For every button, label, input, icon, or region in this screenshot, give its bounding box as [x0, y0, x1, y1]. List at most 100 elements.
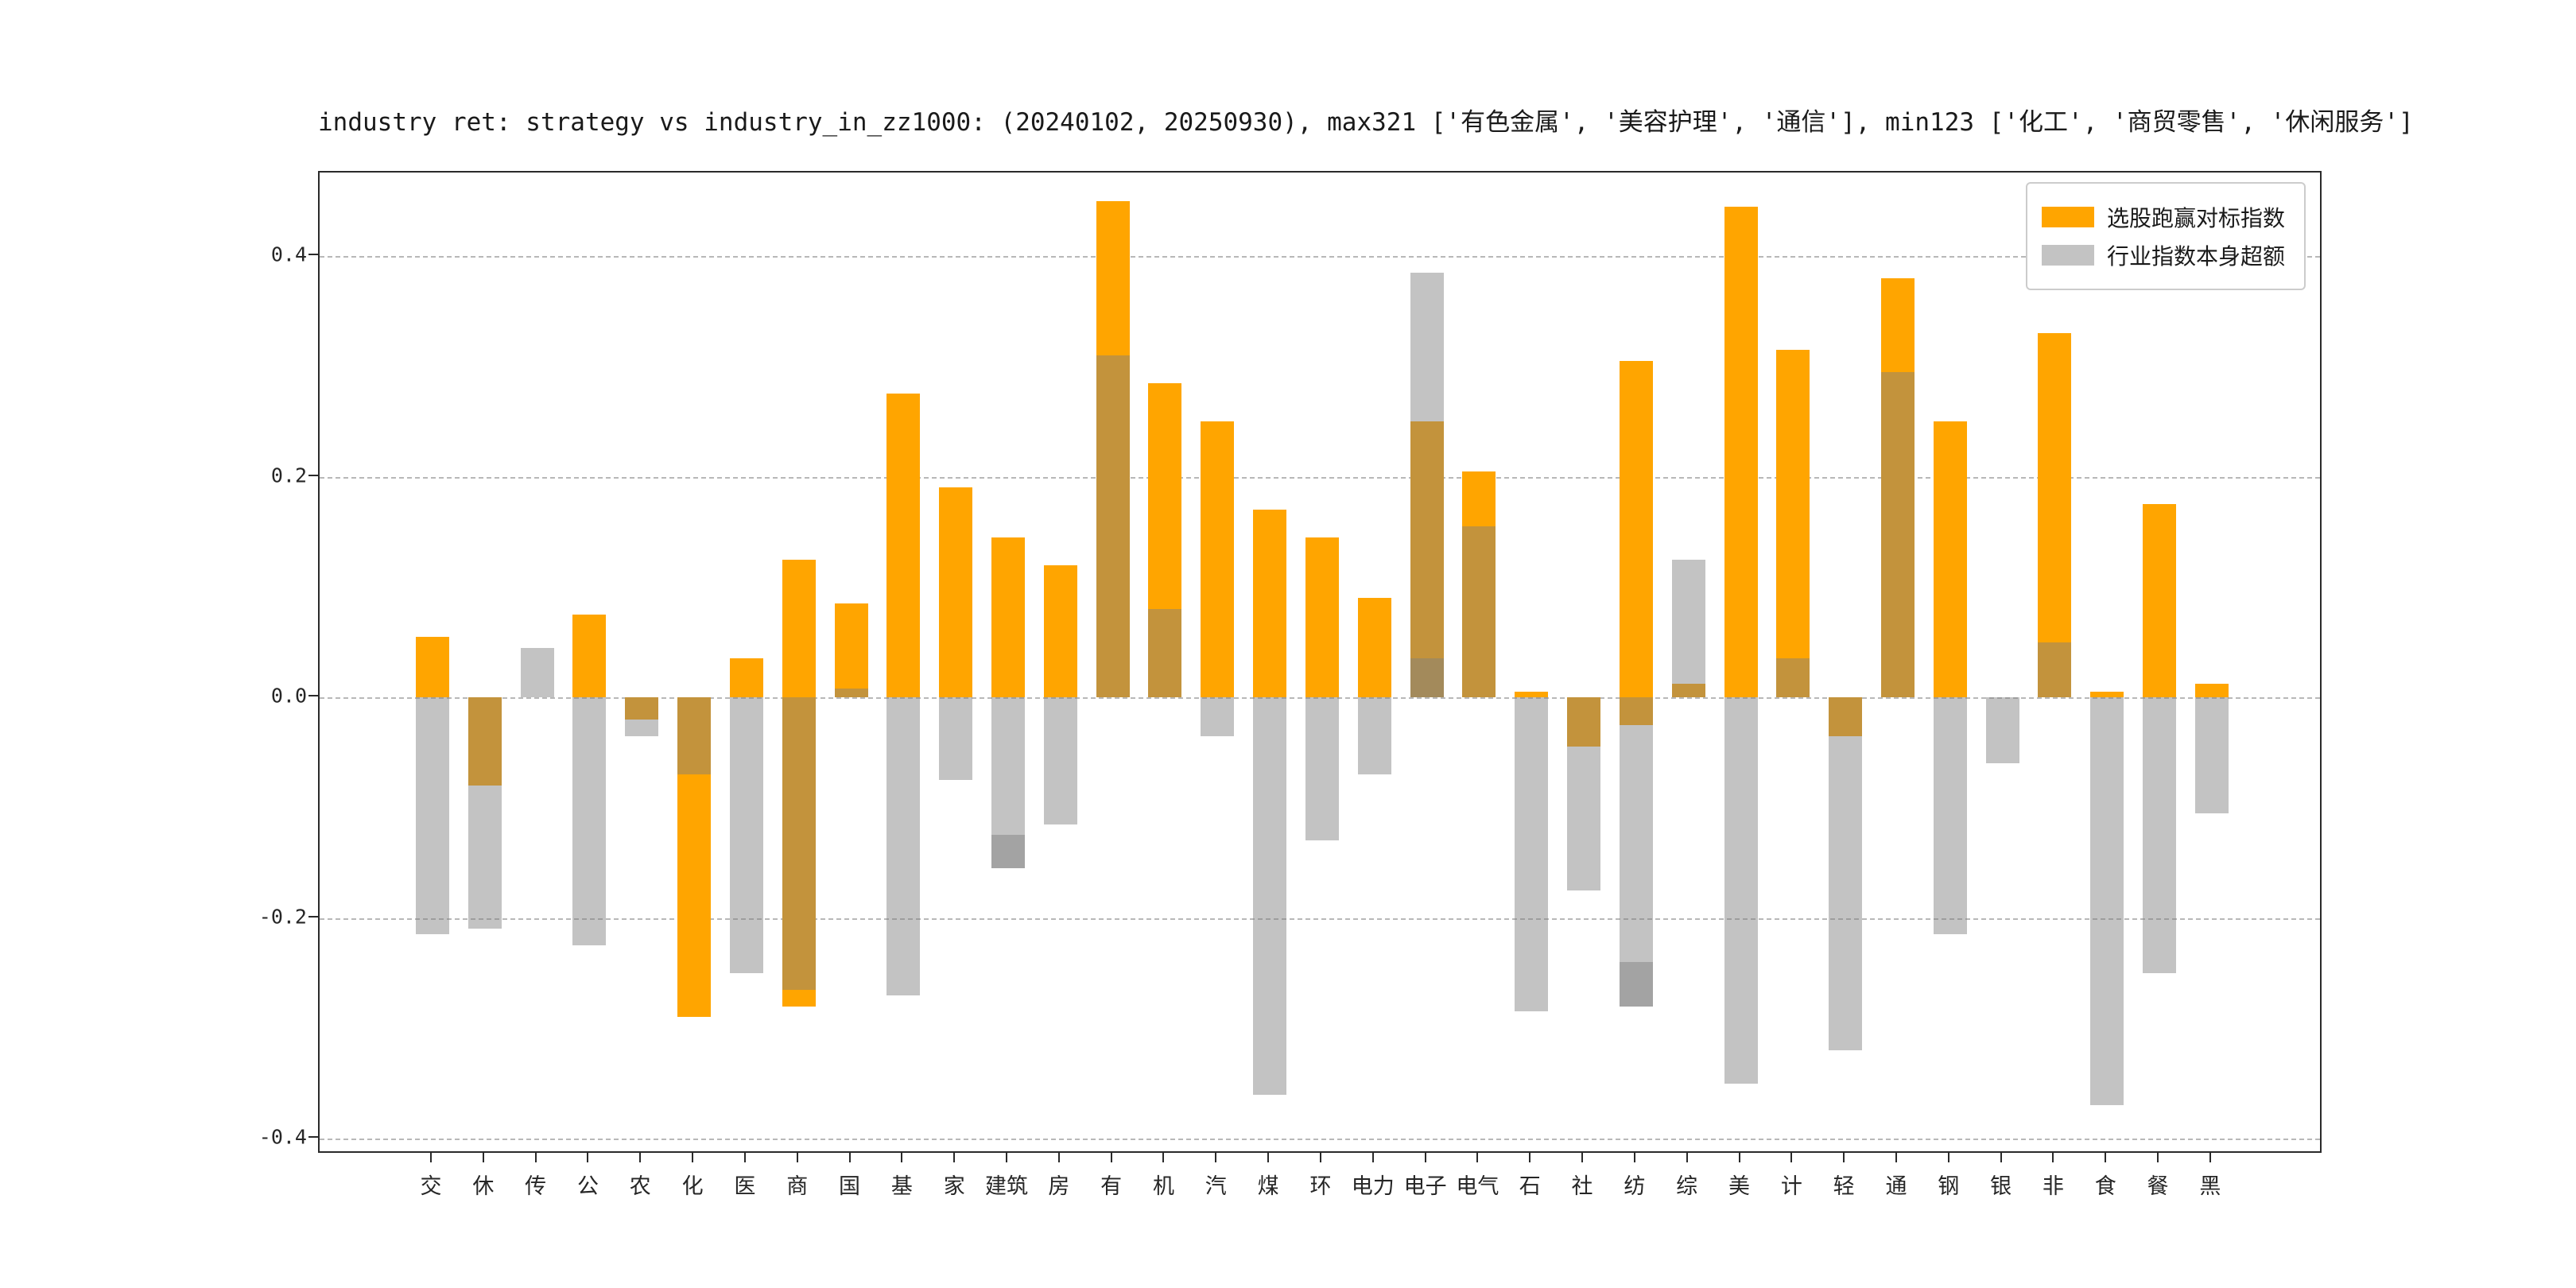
legend-label-strategy: 选股跑赢对标指数 — [2106, 205, 2285, 231]
bar-strategy-钢 — [1933, 421, 1967, 697]
legend-swatch-gray — [2041, 245, 2094, 266]
y-tick-label-0.0: 0.0 — [270, 684, 307, 708]
bar-strategy-餐 — [2143, 504, 2177, 697]
bar-industry-农 — [625, 697, 659, 736]
x-tick-mark — [587, 1153, 589, 1162]
y-tick-label-0.2: 0.2 — [270, 464, 307, 487]
bar-industry-extra-电子 — [1410, 658, 1444, 697]
x-tick-label-综: 综 — [1676, 1174, 1698, 1199]
bar-industry-石 — [1515, 697, 1549, 1012]
x-tick-label-基: 基 — [890, 1174, 913, 1199]
bar-strategy-社 — [1567, 697, 1601, 747]
bar-industry-医 — [729, 697, 763, 973]
legend-item-industry: 行业指数本身超额 — [2041, 239, 2285, 271]
x-tick-mark — [1738, 1153, 1740, 1162]
x-tick-label-银: 银 — [1990, 1174, 2012, 1199]
x-tick-mark — [1110, 1153, 1112, 1162]
x-tick-mark — [1843, 1153, 1845, 1162]
y-tick-label--0.4: -0.4 — [258, 1125, 307, 1149]
x-tick-label-传: 传 — [525, 1174, 547, 1199]
bar-industry-非 — [2038, 642, 2072, 697]
bar-strategy-轻 — [1829, 697, 1863, 736]
y-tick-mark — [308, 254, 318, 255]
bar-industry-有 — [1096, 355, 1130, 697]
gridline-0.0 — [320, 697, 2320, 699]
legend-item-strategy: 选股跑赢对标指数 — [2041, 201, 2285, 233]
bar-strategy-房 — [1043, 564, 1077, 697]
x-tick-mark — [1476, 1153, 1479, 1162]
x-tick-mark — [692, 1153, 694, 1162]
x-tick-mark — [2052, 1153, 2054, 1162]
bar-industry-煤 — [1253, 697, 1287, 1095]
x-tick-label-黑: 黑 — [2199, 1174, 2221, 1199]
x-tick-label-交: 交 — [420, 1174, 442, 1199]
x-tick-mark — [482, 1153, 484, 1162]
bar-industry-公 — [572, 697, 607, 946]
x-tick-label-房: 房 — [1048, 1174, 1070, 1199]
x-tick-mark — [953, 1153, 956, 1162]
gridline-0.2 — [320, 476, 2320, 479]
x-tick-label-美: 美 — [1728, 1174, 1750, 1199]
x-tick-label-计: 计 — [1780, 1174, 1802, 1199]
bar-industry-国 — [834, 688, 868, 697]
x-tick-label-商: 商 — [786, 1174, 809, 1199]
x-tick-mark — [848, 1153, 851, 1162]
x-tick-mark — [1581, 1153, 1584, 1162]
y-tick-mark — [308, 915, 318, 918]
bar-industry-电子 — [1410, 272, 1444, 697]
bar-industry-电气 — [1462, 526, 1496, 697]
bar-strategy-环 — [1305, 537, 1339, 697]
x-tick-mark — [1895, 1153, 1897, 1162]
bar-strategy-公 — [572, 614, 607, 697]
bar-industry-化 — [677, 697, 712, 775]
bar-strategy-食 — [2090, 692, 2124, 697]
bar-industry-轻 — [1829, 697, 1863, 1050]
bar-industry-环 — [1305, 697, 1339, 841]
chart-title: industry ret: strategy vs industry_in_zz… — [318, 108, 2414, 137]
legend-label-industry: 行业指数本身超额 — [2106, 243, 2285, 270]
bar-industry-计 — [1776, 658, 1810, 697]
x-tick-mark — [901, 1153, 903, 1162]
legend-swatch-orange — [2041, 207, 2094, 227]
bar-industry-extra-建筑 — [991, 835, 1026, 869]
bar-industry-基 — [886, 697, 921, 995]
y-tick-label-0.4: 0.4 — [270, 242, 307, 266]
bar-strategy-商 — [782, 559, 816, 697]
x-tick-label-社: 社 — [1571, 1174, 1593, 1199]
bar-industry-纺 — [1619, 697, 1653, 1007]
bar-strategy-美 — [1724, 206, 1758, 697]
x-tick-label-钢: 钢 — [1938, 1174, 1960, 1199]
x-tick-label-电气: 电气 — [1456, 1174, 1499, 1199]
bar-strategy-黑 — [2194, 684, 2229, 697]
gridline--0.4 — [320, 1139, 2320, 1140]
bar-strategy-电子 — [1410, 421, 1444, 697]
bar-strategy-建筑 — [991, 537, 1026, 697]
bar-strategy-extra-商 — [782, 697, 816, 1007]
bar-strategy-医 — [729, 658, 763, 697]
x-tick-label-非: 非 — [2042, 1174, 2064, 1199]
bar-strategy-电气 — [1462, 471, 1496, 697]
bar-industry-电力 — [1357, 697, 1391, 775]
x-tick-label-家: 家 — [943, 1174, 965, 1199]
x-tick-label-轻: 轻 — [1833, 1174, 1855, 1199]
bar-strategy-通 — [1880, 277, 1915, 697]
x-tick-label-农: 农 — [629, 1174, 651, 1199]
x-tick-mark — [2000, 1153, 2002, 1162]
legend: 选股跑赢对标指数 行业指数本身超额 — [2025, 182, 2306, 290]
x-tick-mark — [1529, 1153, 1531, 1162]
x-tick-label-机: 机 — [1152, 1174, 1174, 1199]
x-tick-label-有: 有 — [1100, 1174, 1123, 1199]
bar-industry-黑 — [2194, 697, 2229, 813]
x-tick-label-化: 化 — [681, 1174, 704, 1199]
bar-industry-传 — [520, 647, 554, 697]
bar-strategy-extra-纺 — [1619, 697, 1653, 725]
x-tick-mark — [1162, 1153, 1165, 1162]
x-tick-label-食: 食 — [2094, 1174, 2116, 1199]
x-tick-mark — [743, 1153, 746, 1162]
bar-industry-社 — [1567, 697, 1601, 890]
bar-industry-extra-纺 — [1619, 962, 1653, 1007]
x-tick-label-餐: 餐 — [2147, 1174, 2169, 1199]
bar-industry-交 — [416, 697, 449, 935]
bar-strategy-纺 — [1619, 360, 1653, 697]
x-tick-label-石: 石 — [1519, 1174, 1541, 1199]
